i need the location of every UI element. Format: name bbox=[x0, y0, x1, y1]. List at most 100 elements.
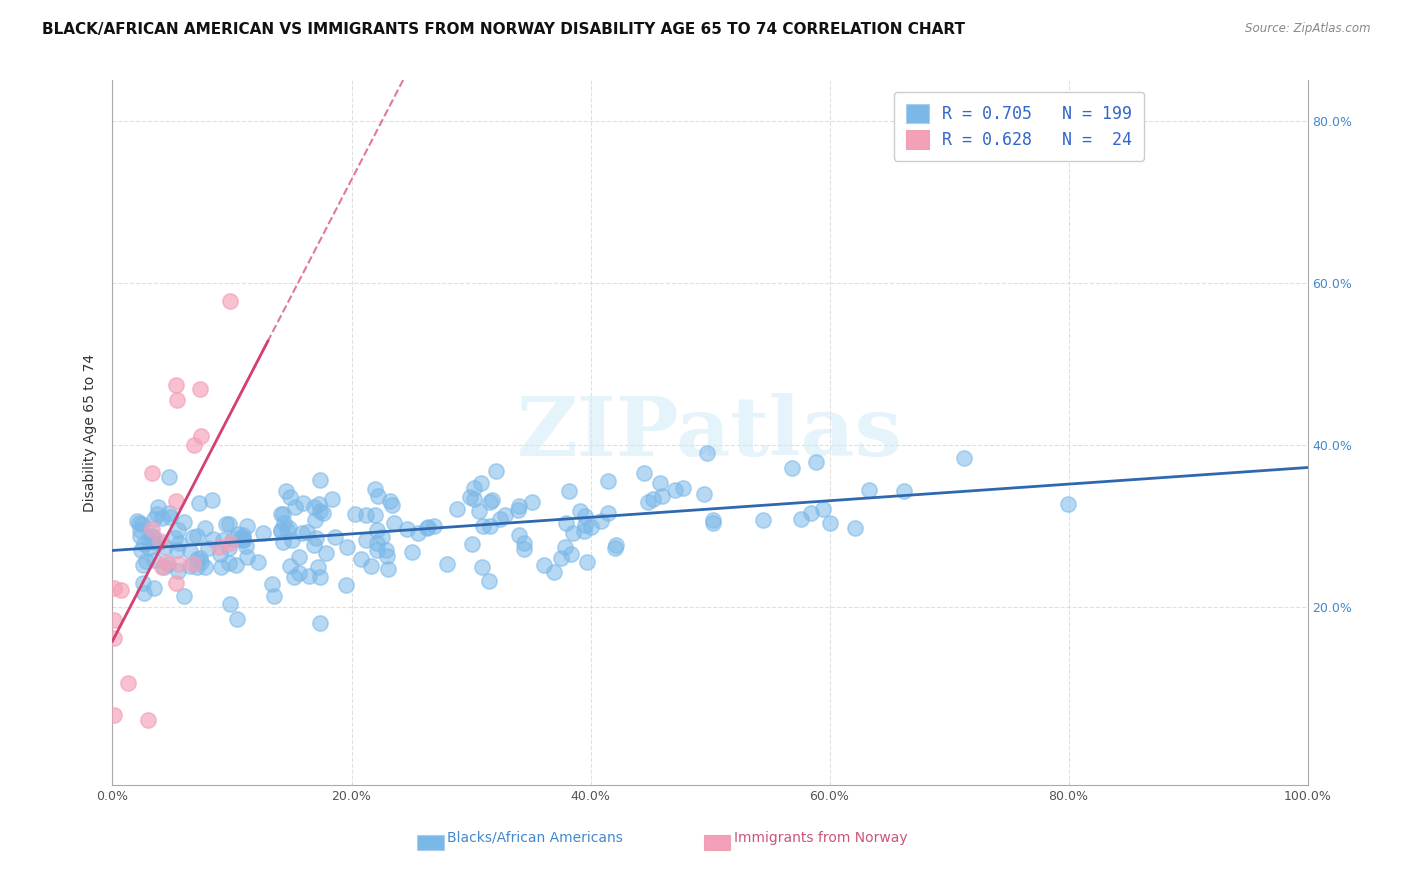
Point bbox=[218, 294, 240, 309]
Point bbox=[186, 552, 208, 566]
Point bbox=[291, 525, 314, 540]
Point bbox=[283, 569, 305, 583]
Point bbox=[186, 529, 208, 543]
Point bbox=[463, 481, 485, 495]
Point bbox=[103, 631, 125, 645]
Point bbox=[508, 500, 530, 514]
Point bbox=[790, 512, 813, 526]
Point bbox=[280, 559, 302, 574]
Point bbox=[436, 557, 458, 571]
Point bbox=[693, 487, 716, 501]
Point bbox=[209, 559, 232, 574]
Point bbox=[702, 516, 724, 531]
Point bbox=[461, 537, 484, 551]
Point bbox=[229, 531, 252, 545]
Point bbox=[224, 558, 246, 573]
Point bbox=[569, 504, 592, 518]
Point bbox=[169, 557, 191, 571]
Point bbox=[110, 582, 132, 597]
Point bbox=[315, 546, 337, 560]
Point bbox=[367, 489, 389, 503]
Point bbox=[574, 518, 596, 533]
Point bbox=[232, 533, 254, 548]
Text: Source: ZipAtlas.com: Source: ZipAtlas.com bbox=[1246, 22, 1371, 36]
Point bbox=[190, 555, 212, 569]
Point bbox=[478, 574, 501, 588]
Point bbox=[215, 516, 238, 531]
Point bbox=[181, 530, 204, 544]
Point bbox=[222, 532, 245, 546]
Point bbox=[291, 496, 314, 510]
Point bbox=[304, 513, 326, 527]
Point bbox=[132, 585, 155, 599]
Point bbox=[146, 500, 169, 514]
Point bbox=[103, 581, 125, 595]
Point bbox=[533, 558, 555, 572]
FancyBboxPatch shape bbox=[704, 835, 730, 850]
Point bbox=[179, 559, 201, 574]
Point bbox=[183, 438, 205, 452]
Point bbox=[377, 562, 399, 576]
Point bbox=[179, 544, 201, 558]
Point bbox=[136, 713, 159, 727]
Point bbox=[236, 550, 259, 565]
Point bbox=[276, 524, 298, 538]
Point bbox=[219, 536, 242, 550]
Point bbox=[354, 508, 377, 523]
Point bbox=[366, 543, 388, 558]
Point bbox=[323, 530, 346, 544]
Point bbox=[166, 523, 188, 537]
Point bbox=[138, 541, 160, 556]
Point bbox=[574, 524, 596, 539]
Point bbox=[219, 597, 242, 611]
Point bbox=[128, 529, 150, 543]
Point bbox=[187, 496, 209, 510]
Text: Blacks/African Americans: Blacks/African Americans bbox=[447, 830, 623, 845]
Point bbox=[858, 483, 880, 497]
Point bbox=[297, 524, 319, 539]
Point bbox=[129, 543, 152, 558]
Point bbox=[488, 512, 510, 526]
Point bbox=[263, 589, 285, 603]
Point bbox=[396, 522, 419, 536]
Point bbox=[278, 490, 301, 504]
Point bbox=[512, 535, 534, 549]
Point bbox=[598, 506, 620, 520]
Point bbox=[165, 576, 187, 591]
Point bbox=[558, 484, 581, 499]
Point bbox=[702, 513, 724, 527]
Point bbox=[321, 491, 343, 506]
Point bbox=[481, 492, 503, 507]
Point bbox=[513, 541, 536, 556]
Point bbox=[148, 535, 170, 549]
Point bbox=[153, 560, 176, 574]
Point bbox=[201, 493, 224, 508]
Point bbox=[952, 451, 974, 466]
Text: BLACK/AFRICAN AMERICAN VS IMMIGRANTS FROM NORWAY DISABILITY AGE 65 TO 74 CORRELA: BLACK/AFRICAN AMERICAN VS IMMIGRANTS FRO… bbox=[42, 22, 965, 37]
Point bbox=[226, 612, 249, 626]
Point bbox=[696, 446, 718, 460]
Point bbox=[349, 552, 371, 566]
Point bbox=[143, 512, 166, 526]
Point bbox=[844, 521, 866, 535]
Point bbox=[637, 495, 659, 509]
Point bbox=[298, 569, 321, 583]
Point bbox=[364, 508, 387, 523]
Point bbox=[132, 558, 155, 572]
Point bbox=[166, 393, 188, 408]
Point bbox=[591, 514, 613, 528]
Point bbox=[271, 534, 294, 549]
Point bbox=[543, 566, 565, 580]
Point bbox=[366, 523, 388, 537]
Point bbox=[157, 506, 180, 520]
Point bbox=[284, 500, 307, 515]
Point bbox=[650, 476, 672, 491]
Point bbox=[134, 536, 156, 550]
Y-axis label: Disability Age 65 to 74: Disability Age 65 to 74 bbox=[83, 353, 97, 512]
Point bbox=[165, 377, 187, 392]
Point bbox=[309, 570, 332, 584]
Point bbox=[308, 497, 330, 511]
Point bbox=[135, 554, 157, 568]
Point bbox=[554, 540, 576, 554]
Point bbox=[354, 533, 377, 547]
